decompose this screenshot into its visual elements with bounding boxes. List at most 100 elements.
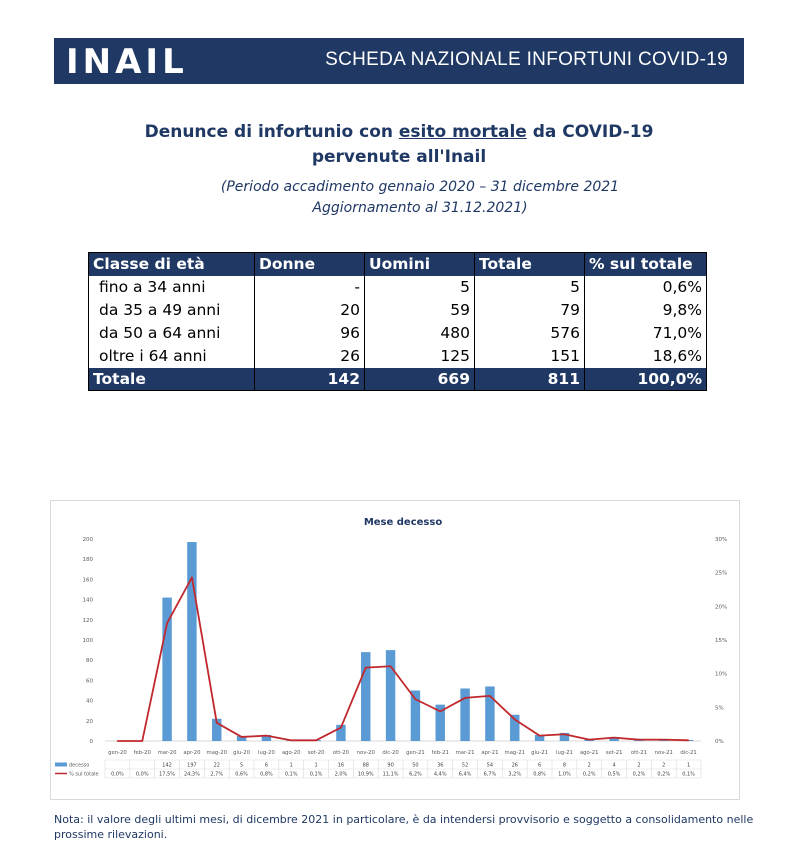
table-row: oltre i 64 anni 26 125 151 18,6%	[88, 344, 707, 368]
table-cell: 79	[474, 298, 585, 322]
table-cell: 125	[364, 344, 475, 368]
bar-giu-21	[534, 734, 545, 741]
table-row: fino a 34 anni - 5 5 0,6%	[88, 275, 707, 299]
pct-point-lug-20	[265, 735, 268, 737]
table-cell: 9,8%	[584, 298, 707, 322]
header-title: SCHEDA NAZIONALE INFORTUNI COVID-19	[325, 49, 728, 70]
y-left-tick-label: 60	[86, 678, 93, 684]
table-cell: 151	[474, 344, 585, 368]
page-title: Denunce di infortunio con esito mortale …	[54, 120, 744, 170]
pct-point-nov-20	[365, 667, 367, 669]
data-table-value: 197	[187, 763, 197, 769]
table-total-row: Totale 142 669 811 100,0%	[88, 367, 707, 391]
pct-point-ott-21	[638, 739, 640, 741]
data-table-value: 26	[512, 763, 518, 769]
table-cell: oltre i 64 anni	[88, 344, 255, 368]
title-part1: Denunce di infortunio con	[144, 122, 399, 142]
data-table-value: 88	[363, 763, 369, 769]
pct-point-nov-21	[663, 739, 665, 741]
pct-point-ott-20	[340, 726, 342, 729]
bar-set-21	[609, 736, 619, 741]
pct-point-apr-21	[489, 695, 491, 697]
title-part2: da COVID-19	[526, 122, 654, 142]
bar-lug-21	[559, 732, 570, 741]
data-table-value: 1	[314, 763, 317, 769]
x-tick-label: ago-20	[282, 750, 301, 756]
x-tick-label: mag-20	[207, 750, 228, 756]
data-table-pct: 17,5%	[159, 772, 175, 778]
data-table-value: 16	[338, 763, 344, 769]
total-cell: 100,0%	[584, 367, 707, 391]
data-table-value: 5	[240, 763, 243, 769]
bar-feb-21	[435, 704, 445, 741]
data-table-pct: 0,2%	[633, 772, 646, 778]
pct-point-mag-20	[216, 722, 218, 724]
pct-point-mar-20	[166, 622, 168, 624]
footnote: Nota: il valore degli ultimi mesi, di di…	[54, 813, 754, 841]
legend-label-decesso: decesso	[69, 763, 89, 769]
total-cell: 142	[254, 367, 365, 391]
y-left-tick-label: 200	[83, 537, 94, 543]
x-tick-label: mar-20	[158, 750, 178, 756]
data-table-pct: 0,1%	[285, 772, 298, 778]
table-cell: fino a 34 anni	[88, 275, 255, 299]
data-table-pct: 0,0%	[136, 772, 149, 778]
table-row: da 35 a 49 anni 20 59 79 9,8%	[88, 298, 707, 322]
chart-title: Mese decesso	[364, 517, 443, 528]
data-table-value: 2	[637, 763, 640, 769]
pct-point-ago-21	[588, 739, 590, 741]
bar-giu-20	[236, 735, 247, 741]
data-table-value: 36	[437, 763, 443, 769]
data-table-value: 2	[588, 763, 591, 769]
total-cell: Totale	[88, 367, 255, 391]
pct-point-dic-21	[687, 739, 690, 741]
data-table-pct: 11,1%	[383, 772, 399, 778]
y-left-tick-label: 160	[83, 577, 94, 583]
data-table-pct: 6,7%	[484, 772, 497, 778]
header-cell: Totale	[474, 252, 585, 276]
y-left-tick-label: 20	[86, 719, 93, 725]
data-table-pct: 0,2%	[583, 772, 596, 778]
bar-lug-20	[261, 734, 272, 741]
pct-point-lug-21	[563, 733, 566, 735]
x-tick-label: gen-20	[108, 750, 127, 756]
data-table-pct: 0,6%	[235, 772, 248, 778]
title-line2: pervenute all'Inail	[311, 147, 487, 167]
y-left-tick-label: 80	[86, 658, 93, 664]
x-tick-label: mar-21	[456, 750, 475, 756]
bar-mar-20	[162, 597, 172, 741]
data-table-value: 8	[563, 763, 566, 769]
pct-point-set-20	[315, 739, 317, 741]
data-table-pct: 2,0%	[335, 772, 348, 778]
data-table-value: 2	[662, 763, 665, 769]
table-cell: 480	[364, 321, 475, 345]
table-cell: 576	[474, 321, 585, 345]
data-table-pct: 3,2%	[508, 772, 521, 778]
data-table-value: 6	[265, 763, 268, 769]
y-left-tick-label: 0	[90, 739, 94, 745]
x-tick-label: set-20	[308, 750, 325, 756]
data-table-pct: 10,9%	[358, 772, 374, 778]
bar-mag-20	[212, 718, 222, 741]
data-table-pct: 2,7%	[210, 772, 223, 778]
x-tick-label: feb-21	[432, 750, 449, 756]
bar-ott-20	[336, 724, 346, 741]
table-cell: 96	[254, 321, 365, 345]
x-tick-label: nov-21	[655, 750, 673, 756]
page-subtitle: (Periodo accadimento gennaio 2020 – 31 d…	[120, 177, 720, 219]
y-right-tick-label: 30%	[715, 537, 727, 543]
header-banner: INAIL SCHEDA NAZIONALE INFORTUNI COVID-1…	[54, 38, 744, 84]
table-cell: 18,6%	[584, 344, 707, 368]
table-cell: 59	[364, 298, 475, 322]
y-right-tick-label: 15%	[715, 638, 727, 644]
bar-dic-20	[385, 650, 396, 741]
table-cell: 20	[254, 298, 365, 322]
table-cell: -	[254, 275, 365, 299]
data-table-pct: 0,1%	[310, 772, 323, 778]
data-table-pct: 0,8%	[260, 772, 273, 778]
pct-point-mag-21	[514, 718, 516, 721]
x-tick-label: dic-21	[680, 750, 696, 756]
data-table-value: 1	[687, 763, 690, 769]
pct-point-giu-21	[538, 735, 541, 737]
x-tick-label: apr-21	[481, 750, 498, 756]
